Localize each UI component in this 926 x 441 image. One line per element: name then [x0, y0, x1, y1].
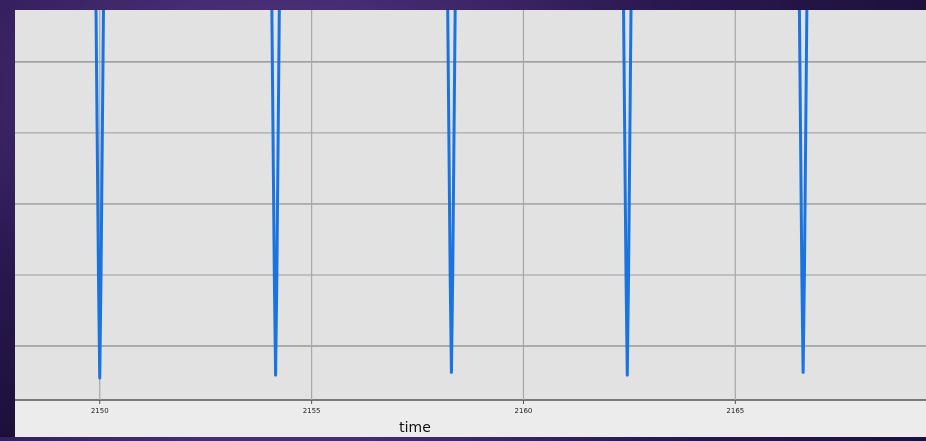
plot-area — [15, 10, 926, 400]
x-tick-label: 2155 — [303, 407, 321, 415]
x-tick-label: 2165 — [726, 407, 744, 415]
x-axis-label: time — [399, 420, 431, 436]
x-tick-label: 2150 — [91, 407, 109, 415]
chart: time 2150 2155 2160 2165 — [0, 0, 926, 437]
axis-area — [15, 400, 926, 437]
x-tick-label: 2160 — [515, 407, 533, 415]
